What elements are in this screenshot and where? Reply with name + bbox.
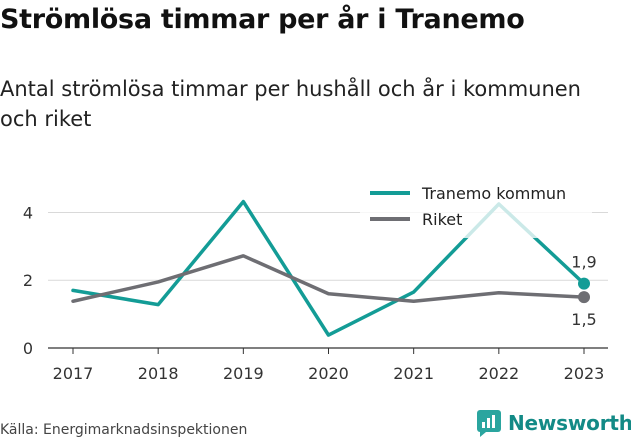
x-tick-label: 2021 xyxy=(393,364,434,383)
data-label: 1,9 xyxy=(571,253,596,272)
newsworthy-logo-icon xyxy=(477,410,501,437)
data-label: 1,5 xyxy=(571,310,596,329)
series-end-point xyxy=(578,291,590,304)
chart-title: Strömlösa timmar per år i Tranemo xyxy=(0,4,525,35)
series-line-riket xyxy=(71,254,586,303)
x-tick-label: 2018 xyxy=(138,364,179,383)
y-tick-label: 0 xyxy=(23,339,33,358)
x-tick-label: 2017 xyxy=(53,364,94,383)
legend-entry: Tranemo kommun xyxy=(421,184,566,203)
source-note: Källa: Energimarknadsinspektionen xyxy=(0,422,248,438)
x-tick-label: 2023 xyxy=(564,364,605,383)
x-tick-label: 2022 xyxy=(478,364,519,383)
chart-subtitle: Antal strömlösa timmar per hushåll och å… xyxy=(0,77,581,131)
y-tick-label: 4 xyxy=(23,203,33,222)
legend-entry: Riket xyxy=(422,210,462,229)
series-end-point xyxy=(578,277,590,290)
brand-name: Newsworthy xyxy=(508,411,631,435)
brand-logo: Newsworthy xyxy=(476,408,631,438)
x-tick-label: 2020 xyxy=(308,364,349,383)
legend-background xyxy=(360,178,592,238)
line-chart: 0 2 4 2017 2018 2019 2020 2021 2022 2023 Tranemo… xyxy=(22,178,608,383)
y-tick-label: 2 xyxy=(23,271,33,290)
x-tick-label: 2019 xyxy=(223,364,264,383)
